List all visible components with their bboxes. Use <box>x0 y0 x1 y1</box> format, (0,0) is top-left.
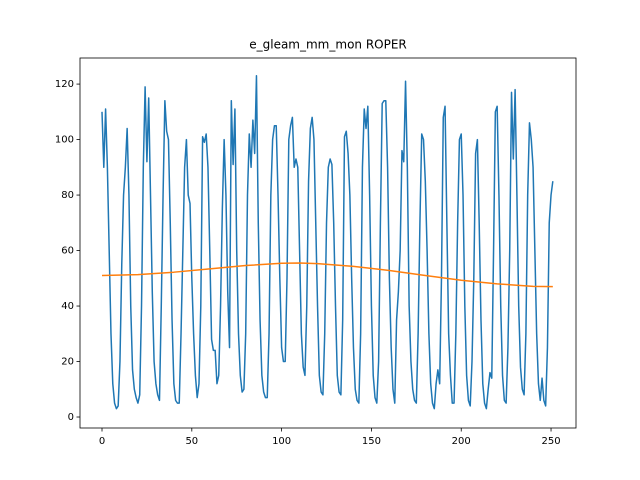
y-tick-label: 20 <box>61 357 74 368</box>
y-tick-label: 40 <box>61 301 74 312</box>
x-tick-label: 0 <box>99 436 105 447</box>
axes-frame <box>79 57 577 429</box>
chart-title: e_gleam_mm_mon ROPER <box>249 38 407 52</box>
x-tick-label: 150 <box>362 436 381 447</box>
line-series <box>101 75 554 410</box>
line-series <box>101 262 553 288</box>
y-tick-label: 80 <box>61 190 74 201</box>
y-tick-label: 120 <box>55 79 74 90</box>
x-tick-label: 50 <box>185 436 198 447</box>
y-tick-label: 60 <box>61 246 74 257</box>
y-tick-label: 100 <box>55 135 74 146</box>
plot-area <box>101 75 554 410</box>
x-tick-label: 100 <box>272 436 291 447</box>
x-tick-label: 250 <box>541 436 560 447</box>
x-tick-label: 200 <box>452 436 471 447</box>
y-tick-label: 0 <box>68 412 74 423</box>
